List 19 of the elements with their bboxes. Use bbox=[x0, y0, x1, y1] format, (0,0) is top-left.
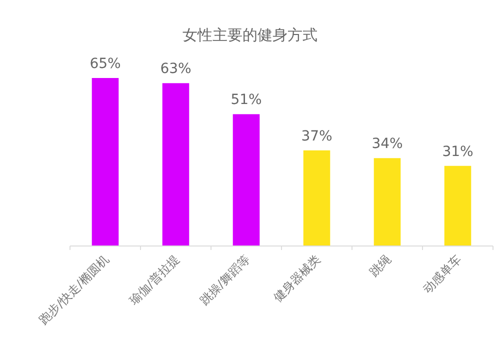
bar bbox=[92, 78, 119, 246]
data-label: 63% bbox=[160, 61, 192, 78]
data-label: 34% bbox=[372, 136, 403, 152]
data-label: 65% bbox=[90, 56, 121, 72]
x-tick-label: 健身器械类 bbox=[270, 252, 323, 305]
bar bbox=[162, 83, 190, 246]
bar bbox=[232, 114, 260, 246]
data-label: 51% bbox=[230, 92, 262, 108]
x-tick-label: 跳操/舞蹈等 bbox=[197, 252, 252, 308]
bar bbox=[444, 166, 472, 246]
data-label: 37% bbox=[301, 128, 332, 144]
x-tick-label: 跳绳 bbox=[366, 252, 394, 280]
bar bbox=[303, 150, 330, 246]
x-tick-label: 跑步/快走/椭圆机 bbox=[36, 252, 112, 328]
bar bbox=[374, 158, 401, 246]
chart-title: 女性主要的健身方式 bbox=[182, 26, 318, 44]
x-tick-label: 动感单车 bbox=[420, 252, 464, 296]
x-tick-label: 瑜伽/普拉提 bbox=[126, 252, 182, 308]
data-label: 31% bbox=[442, 144, 474, 160]
